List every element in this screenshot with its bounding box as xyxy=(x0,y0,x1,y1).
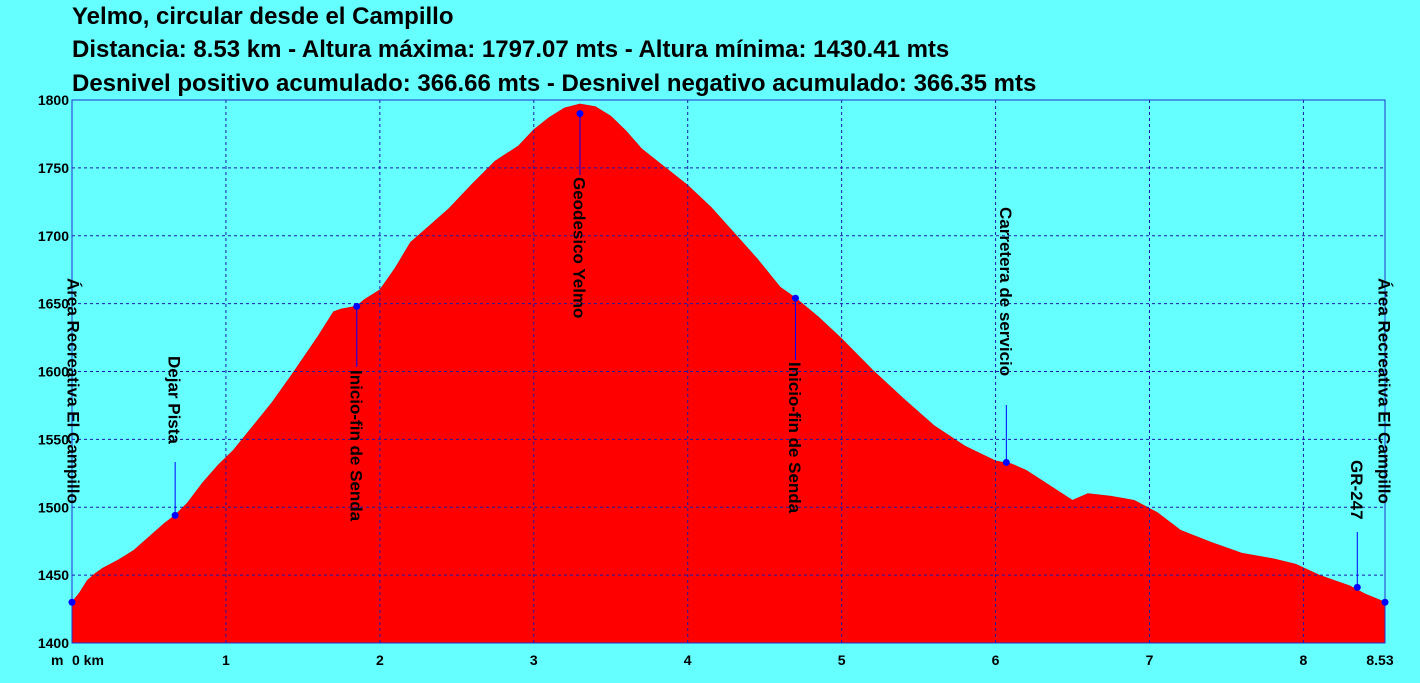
x-tick-label: 8 xyxy=(1300,652,1308,668)
waypoint-marker xyxy=(791,294,799,302)
waypoint-label: GR-247 xyxy=(1347,460,1366,520)
y-tick-label: 1700 xyxy=(38,228,69,244)
waypoint-marker xyxy=(1353,583,1361,591)
stats-line-elevation-gain: Desnivel positivo acumulado: 366.66 mts … xyxy=(72,70,1036,97)
y-tick-label: 1500 xyxy=(38,499,69,515)
waypoint-label: Área Recreativa El Campillo xyxy=(64,278,83,504)
waypoint-marker xyxy=(353,302,361,310)
chart-title: Yelmo, circular desde el Campillo xyxy=(72,3,453,30)
waypoint-marker xyxy=(171,511,179,519)
waypoint-marker xyxy=(576,110,584,118)
y-axis-ticks: 1400 1450 1500 1550 1600 1650 1700 1750 1800 xyxy=(38,92,69,651)
elevation-profile-area xyxy=(71,103,1386,644)
x-tick-label: 8.53 xyxy=(1366,652,1393,668)
y-tick-label: 1800 xyxy=(38,92,69,108)
grid-overlay xyxy=(72,100,1385,643)
y-unit-label: m xyxy=(51,652,63,668)
stats-line-distance: Distancia: 8.53 km - Altura máxima: 1797… xyxy=(72,36,949,63)
y-tick-label: 1600 xyxy=(38,364,69,380)
x-tick-label: 0 km xyxy=(72,652,104,668)
x-tick-label: 1 xyxy=(222,652,230,668)
waypoint-label: Inicio-fin de Senda xyxy=(785,362,804,514)
y-tick-label: 1450 xyxy=(38,567,69,583)
y-tick-label: 1550 xyxy=(38,431,69,447)
waypoint-label: Inicio-fin de Senda xyxy=(346,370,365,522)
x-tick-label: 3 xyxy=(530,652,538,668)
x-axis-ticks: 0 km 1 2 3 4 5 6 7 8 8.53 m xyxy=(51,652,1394,668)
waypoint-marker xyxy=(1002,458,1010,466)
x-tick-label: 5 xyxy=(838,652,846,668)
waypoint-label: Carretera de servicio xyxy=(996,207,1015,376)
waypoint-label: Dejar Pista xyxy=(165,356,184,444)
y-tick-label: 1400 xyxy=(38,635,69,651)
waypoint-marker xyxy=(1381,598,1389,606)
plot-frame xyxy=(71,99,1386,644)
y-tick-label: 1750 xyxy=(38,160,69,176)
x-tick-label: 2 xyxy=(376,652,384,668)
waypoint-label: Geodesico Yelmo xyxy=(569,177,588,318)
waypoint-marker xyxy=(68,598,76,606)
y-tick-label: 1650 xyxy=(38,296,69,312)
waypoints: Área Recreativa El Campillo Dejar Pista In… xyxy=(64,110,1394,606)
x-tick-label: 6 xyxy=(992,652,1000,668)
x-tick-label: 4 xyxy=(684,652,692,668)
waypoint-label: Área Recreativa El Campillo xyxy=(1375,278,1394,504)
x-tick-label: 7 xyxy=(1146,652,1154,668)
